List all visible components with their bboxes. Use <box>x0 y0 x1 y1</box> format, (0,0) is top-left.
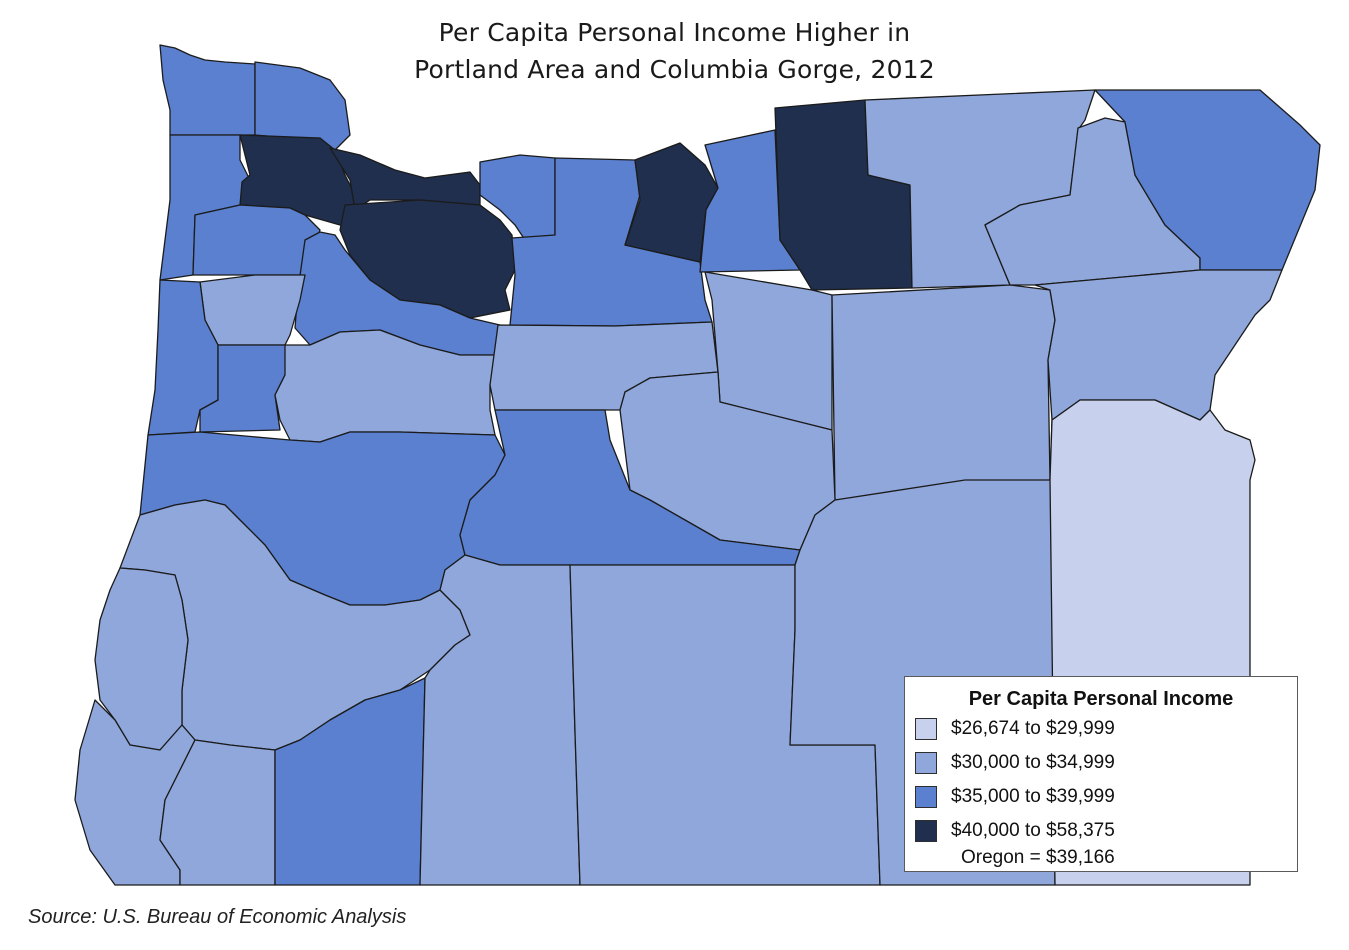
county-josephine <box>159 739 276 886</box>
county-clatsop <box>159 44 256 136</box>
legend-label-4: $40,000 to $58,375 <box>951 820 1115 841</box>
legend-label-3: $35,000 to $39,999 <box>951 786 1115 807</box>
county-yamhill <box>192 204 321 276</box>
title-line-1: Per Capita Personal Income Higher in <box>438 18 911 47</box>
county-jackson <box>274 677 426 886</box>
legend-item-1: $26,674 to $29,999 <box>915 715 1115 743</box>
source-note: Source: U.S. Bureau of Economic Analysis <box>28 906 407 928</box>
legend-swatch-1 <box>915 718 937 740</box>
legend-title: Per Capita Personal Income <box>968 688 1234 710</box>
legend-item-2: $30,000 to $34,999 <box>915 749 1115 777</box>
legend-label-2: $30,000 to $34,999 <box>951 752 1115 773</box>
legend-swatch-4 <box>915 820 937 842</box>
legend-state-average: Oregon = $39,166 <box>961 847 1115 868</box>
county-baker <box>1034 269 1283 421</box>
map-title: Per Capita Personal Income Higher in Por… <box>0 14 1349 88</box>
legend-swatch-2 <box>915 752 937 774</box>
county-polk <box>199 274 306 346</box>
county-linn <box>274 329 499 443</box>
legend-item-4: $40,000 to $58,375 <box>915 817 1115 845</box>
legend-item-3: $35,000 to $39,999 <box>915 783 1115 811</box>
legend-swatch-3 <box>915 786 937 808</box>
county-gilliam <box>699 129 801 273</box>
map-legend: Per Capita Personal Income $26,674 to $2… <box>904 676 1298 872</box>
title-line-2: Portland Area and Columbia Gorge, 2012 <box>414 55 935 84</box>
county-grant <box>831 284 1056 501</box>
legend-label-1: $26,674 to $29,999 <box>951 718 1115 739</box>
